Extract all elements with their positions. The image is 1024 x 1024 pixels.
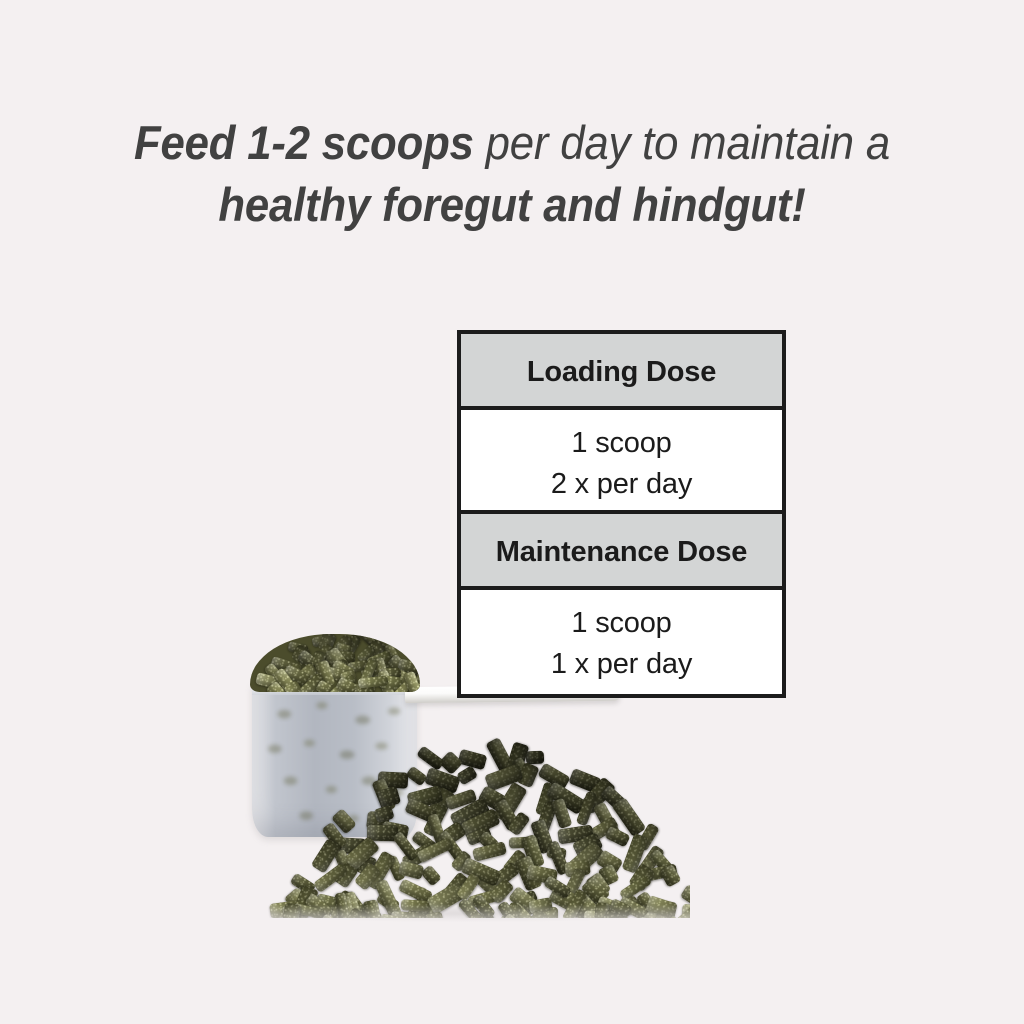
headline-emphasis: Feed 1-2 scoops	[133, 116, 474, 169]
headline-line-2: healthy foregut and hindgut!	[218, 178, 806, 231]
feed-pellet	[471, 841, 507, 862]
maintenance-dose-frequency: 1 x per day	[550, 648, 693, 680]
table-row-maintenance-dose-header: Maintenance Dose	[461, 514, 782, 590]
maintenance-dose-amount: 1 scoop	[571, 607, 672, 639]
headline-plain: per day to maintain a	[473, 116, 891, 169]
feed-pellet	[457, 748, 488, 770]
table-row-loading-dose-header: Loading Dose	[461, 334, 782, 410]
feed-pellet	[400, 899, 429, 912]
headline-line-1: Feed 1-2 scoops per day to maintain a	[134, 116, 890, 169]
loading-dose-amount: 1 scoop	[571, 427, 672, 459]
feed-pellet	[281, 902, 302, 918]
dosage-table: Loading Dose 1 scoop 2 x per day Mainten…	[457, 330, 786, 698]
page-title: Feed 1-2 scoops per day to maintain a he…	[36, 112, 988, 236]
feed-pellet	[456, 765, 478, 785]
feed-pellet	[526, 750, 545, 765]
pellets-heap-shape	[250, 728, 690, 918]
maintenance-dose-label: Maintenance Dose	[495, 536, 748, 568]
feed-pellet	[405, 765, 428, 787]
table-row-maintenance-dose-value: 1 scoop 1 x per day	[461, 590, 782, 694]
table-row-loading-dose-value: 1 scoop 2 x per day	[461, 410, 782, 514]
pellets-heap	[250, 728, 690, 918]
feed-pellet	[373, 804, 395, 824]
loading-dose-label: Loading Dose	[526, 356, 717, 388]
loading-dose-frequency: 2 x per day	[550, 468, 693, 500]
pellets-in-scoop	[250, 634, 420, 692]
